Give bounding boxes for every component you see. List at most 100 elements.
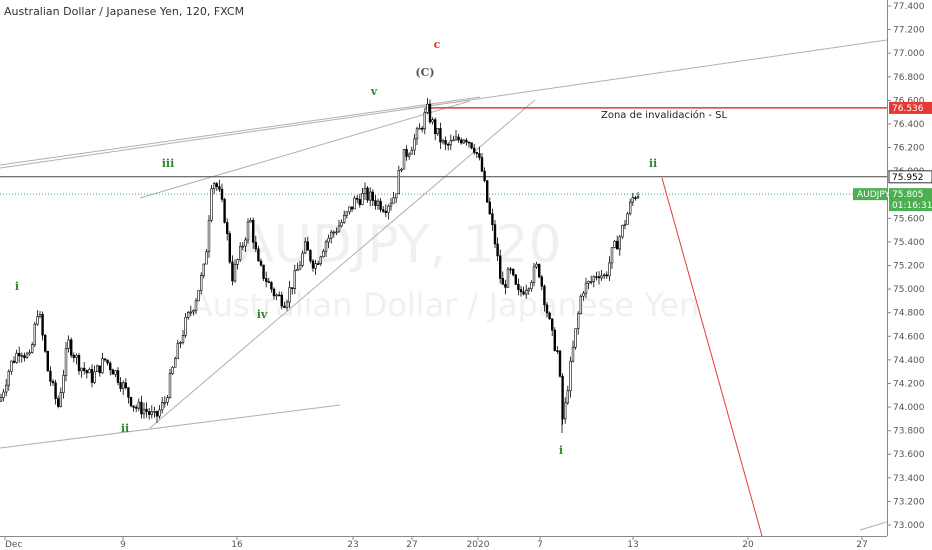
wave-label: i (559, 444, 563, 457)
candle-body (137, 401, 140, 409)
y-tick-label: 77.000 (893, 49, 925, 59)
candle-body (392, 197, 395, 204)
candle-body (168, 373, 172, 398)
candle-body (314, 263, 317, 269)
candle-body (350, 206, 354, 210)
candle-body (579, 295, 583, 314)
candle-body (272, 288, 276, 297)
candle-body (38, 314, 42, 318)
candle-body (296, 268, 299, 272)
trendline[interactable] (859, 521, 888, 531)
candle-body (527, 288, 531, 291)
candle-body (355, 197, 359, 200)
trendline[interactable] (399, 39, 888, 111)
candle-body (496, 243, 499, 257)
candle-body (280, 294, 283, 307)
candle-body (402, 149, 406, 170)
candle-body (176, 343, 179, 360)
trendline[interactable] (149, 99, 536, 429)
candle-body (67, 339, 70, 349)
candle-body (618, 236, 622, 250)
resistance-price-tag (888, 170, 932, 184)
horizontal-levels[interactable]: Zona de invalidación - SL (0, 107, 887, 195)
candle-body (340, 222, 343, 227)
candle-body (597, 276, 601, 279)
candle-body (28, 352, 31, 355)
candle-body (584, 282, 588, 294)
candle-body (23, 355, 26, 358)
trendlines[interactable] (0, 39, 888, 531)
x-tick-label: 13 (627, 540, 638, 550)
candle-body (532, 266, 536, 283)
candles[interactable] (0, 97, 640, 433)
y-tick-label: 73.600 (893, 450, 925, 460)
trendline[interactable] (139, 100, 471, 199)
wave-label: v (370, 85, 378, 98)
candle-body (103, 358, 107, 361)
candle-body (114, 370, 117, 375)
candle-body (574, 328, 577, 348)
wave-label: ii (649, 157, 657, 170)
candle-body (33, 323, 37, 345)
trendline[interactable] (0, 99, 471, 169)
candle-body (543, 285, 546, 306)
candle-body (101, 358, 104, 374)
candle-body (290, 287, 294, 289)
trendline[interactable] (0, 404, 341, 449)
trendline[interactable] (0, 96, 481, 166)
candle-body (223, 199, 226, 223)
candle-body (179, 342, 182, 344)
y-tick-label: 75.200 (893, 262, 925, 272)
candle-body (371, 191, 374, 201)
candle-body (506, 268, 510, 288)
candle-body (433, 119, 437, 135)
candle-body (153, 411, 156, 413)
candle-body (631, 197, 635, 203)
candle-body (70, 339, 73, 356)
candle-body (381, 209, 385, 212)
candle-body (93, 371, 96, 383)
candle-body (379, 200, 382, 211)
candle-body (122, 382, 125, 389)
candle-body (111, 369, 115, 375)
candle-body (540, 276, 544, 287)
candle-body (187, 311, 190, 318)
candle-body (327, 237, 330, 243)
candle-body (459, 139, 463, 144)
candle-body (537, 263, 541, 278)
projection-line-segment[interactable] (661, 177, 763, 537)
candle-body (454, 136, 458, 141)
candle-body (72, 354, 76, 358)
watermark-symbol: AUDJPY, 120 (238, 215, 561, 275)
candle-body (444, 140, 447, 145)
candle-body (275, 294, 278, 297)
current-price-tag (889, 188, 932, 212)
time-axis-ticks[interactable]: Dec 9 16 23 27 2020 7 13 20 27 (4, 536, 868, 550)
candle-body (413, 138, 416, 151)
price-axis-ticks[interactable]: 77.400 77.200 77.000 76.800 76.600 76.400 76.2… (887, 2, 925, 531)
candle-body (239, 246, 242, 260)
candle-body (132, 405, 135, 408)
current-price-label: 75.805 (892, 190, 924, 200)
candle-body (493, 224, 497, 245)
candle-body (628, 201, 632, 215)
candle-body (267, 281, 270, 283)
candle-body (319, 256, 322, 265)
projection-line[interactable] (661, 177, 763, 537)
candle-body (218, 186, 221, 190)
candle-body (116, 370, 120, 383)
candle-body (428, 103, 432, 123)
candle-body (163, 401, 166, 404)
y-tick-label: 75.600 (893, 214, 925, 224)
candle-body (119, 382, 122, 389)
candle-body (415, 128, 419, 140)
candle-body (363, 187, 367, 194)
candle-body (30, 344, 34, 353)
x-tick-label: 16 (231, 540, 243, 550)
candle-body (548, 312, 551, 320)
candle-body (145, 408, 148, 412)
candle-body (587, 281, 590, 284)
candle-body (634, 197, 637, 199)
